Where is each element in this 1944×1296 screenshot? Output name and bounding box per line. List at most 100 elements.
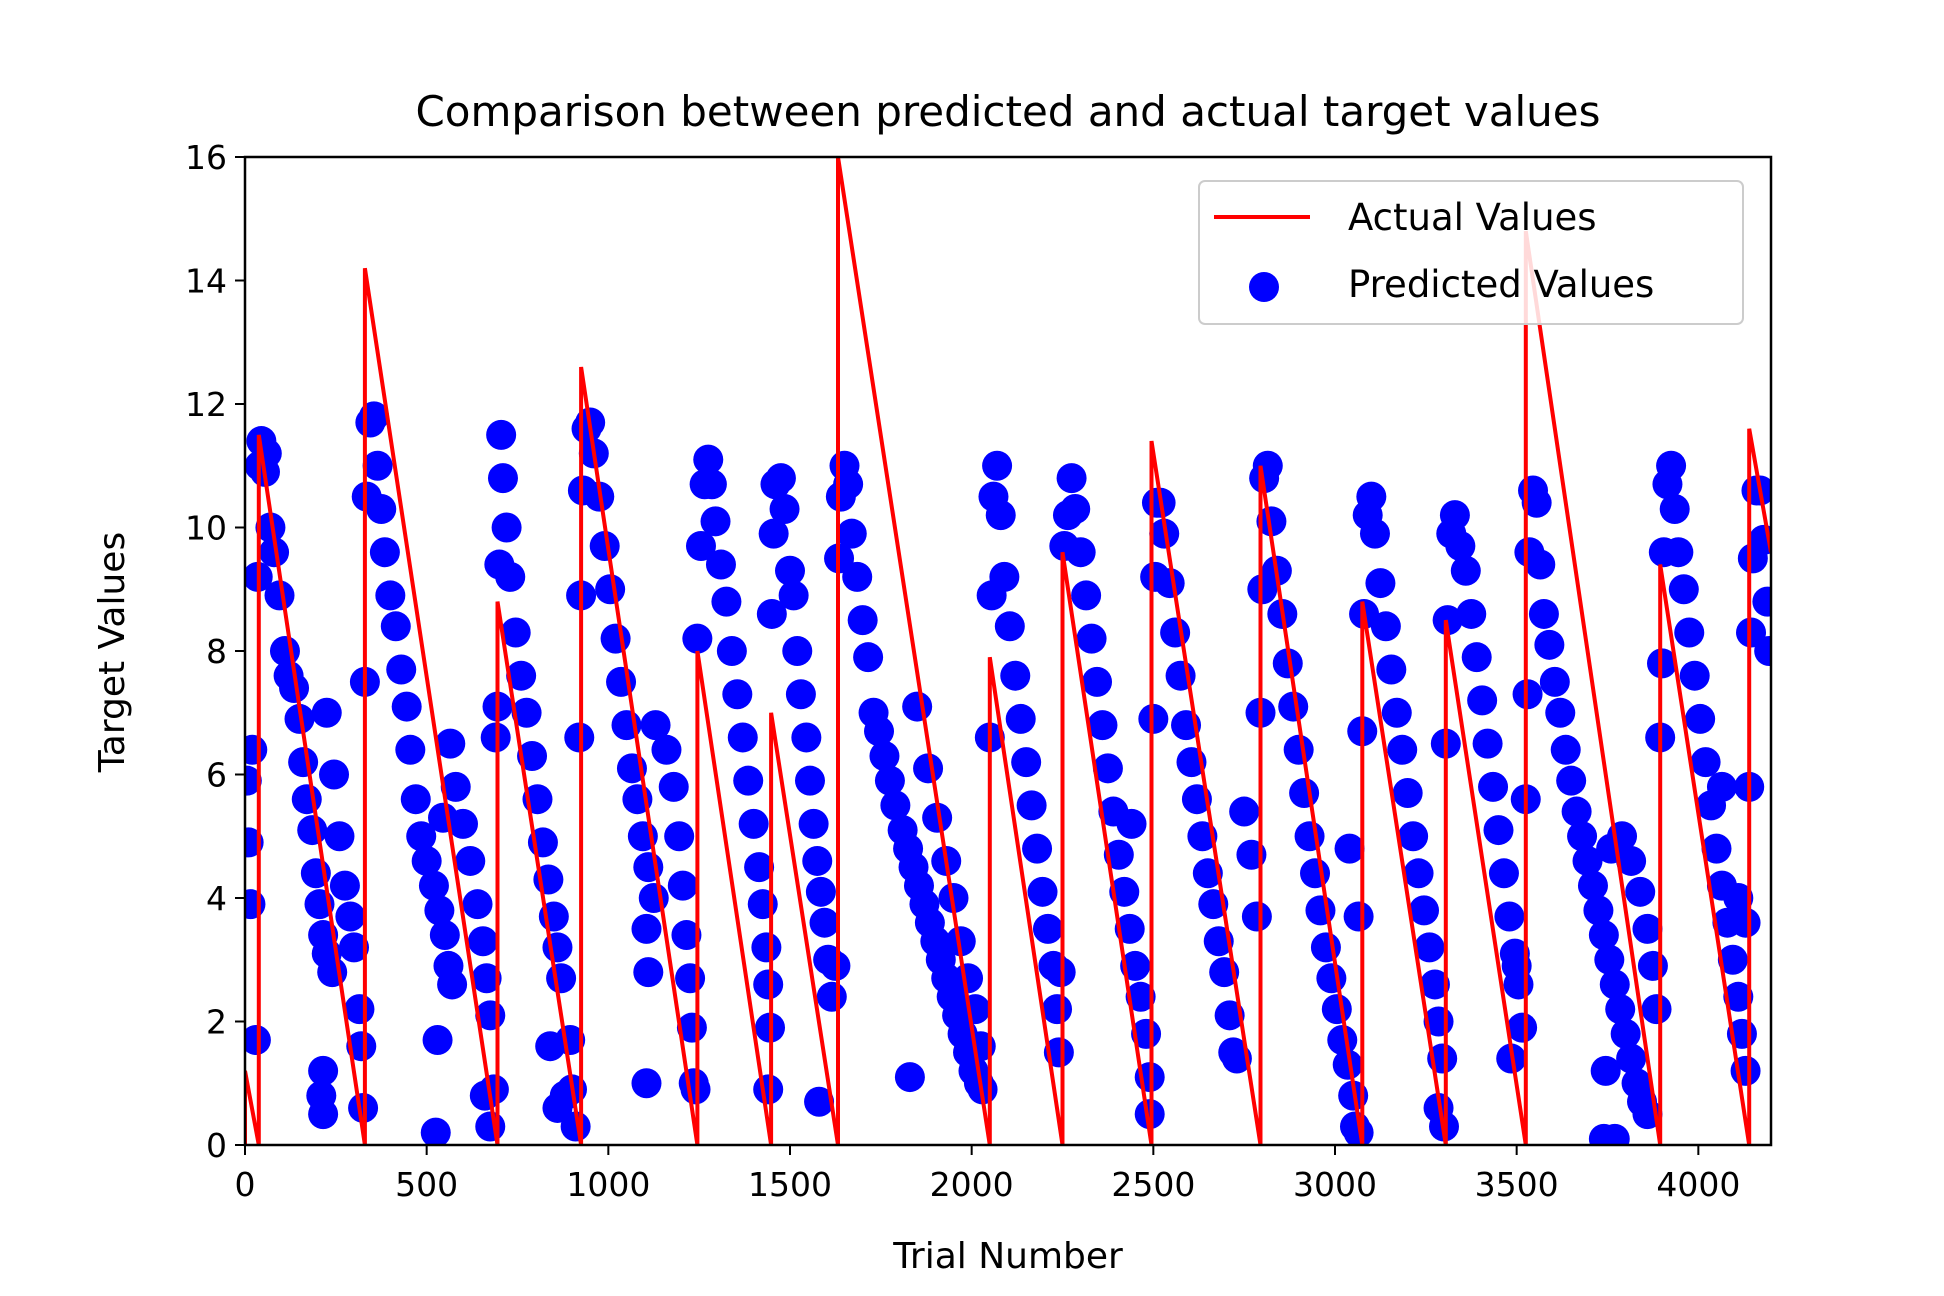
predicted-point — [631, 914, 661, 944]
predicted-point — [1642, 994, 1672, 1024]
predicted-point — [1625, 877, 1655, 907]
predicted-point — [1006, 704, 1036, 734]
predicted-point — [319, 760, 349, 790]
predicted-point — [419, 871, 449, 901]
predicted-point — [1071, 580, 1101, 610]
predicted-point — [733, 766, 763, 796]
predicted-point — [1478, 772, 1508, 802]
x-axis-label: Trial Number — [892, 1236, 1123, 1277]
predicted-point — [1656, 451, 1686, 481]
predicted-point — [492, 513, 522, 543]
predicted-point — [1000, 661, 1030, 691]
predicted-point — [751, 932, 781, 962]
predicted-point — [633, 957, 663, 987]
predicted-point — [739, 809, 769, 839]
predicted-point — [848, 605, 878, 635]
predicted-point — [1578, 871, 1608, 901]
chart-title: Comparison between predicted and actual … — [415, 87, 1600, 136]
predicted-point — [1289, 778, 1319, 808]
predicted-point — [1335, 834, 1365, 864]
predicted-point — [479, 1074, 509, 1104]
predicted-point — [386, 655, 416, 685]
predicted-point — [1489, 858, 1519, 888]
x-tick-label: 4000 — [1656, 1165, 1740, 1204]
predicted-point — [1507, 1013, 1537, 1043]
predicted-point — [639, 883, 669, 913]
predicted-point — [817, 982, 847, 1012]
predicted-point — [675, 963, 705, 993]
y-axis-label: Target Values — [92, 532, 133, 773]
predicted-point — [802, 846, 832, 876]
x-tick-label: 500 — [395, 1165, 458, 1204]
predicted-point — [728, 722, 758, 752]
predicted-point — [1057, 463, 1087, 493]
predicted-point — [682, 624, 712, 654]
predicted-point — [722, 679, 752, 709]
predicted-point — [1525, 550, 1555, 580]
predicted-point — [1451, 556, 1481, 586]
predicted-point — [1594, 945, 1624, 975]
predicted-point — [381, 611, 411, 641]
predicted-point — [748, 889, 778, 919]
predicted-point — [463, 889, 493, 919]
predicted-point — [1494, 902, 1524, 932]
y-tick-label: 14 — [185, 262, 227, 301]
predicted-point — [659, 772, 689, 802]
predicted-point — [312, 698, 342, 728]
predicted-point — [853, 642, 883, 672]
predicted-point — [806, 877, 836, 907]
predicted-point — [1556, 766, 1586, 796]
x-tick-label: 3500 — [1475, 1165, 1559, 1204]
x-tick-label: 3000 — [1293, 1165, 1377, 1204]
predicted-point — [1409, 895, 1439, 925]
predicted-point — [820, 951, 850, 981]
predicted-point — [1529, 599, 1559, 629]
predicted-point — [1360, 519, 1390, 549]
predicted-point — [1562, 797, 1592, 827]
predicted-point — [468, 926, 498, 956]
y-tick-label: 4 — [206, 879, 227, 918]
predicted-point — [1327, 1025, 1357, 1055]
legend-label-actual: Actual Values — [1348, 196, 1597, 239]
predicted-point — [1660, 494, 1690, 524]
predicted-point — [864, 716, 894, 746]
predicted-point — [902, 692, 932, 722]
predicted-point — [706, 550, 736, 580]
predicted-point — [375, 580, 405, 610]
x-tick-label: 0 — [235, 1165, 256, 1204]
predicted-point — [795, 766, 825, 796]
predicted-point — [1484, 815, 1514, 845]
predicted-point — [1066, 537, 1096, 567]
predicted-point — [701, 506, 731, 536]
y-tick-label: 16 — [185, 138, 227, 177]
predicted-point — [1077, 624, 1107, 654]
predicted-point — [842, 562, 872, 592]
y-tick-label: 8 — [206, 632, 227, 671]
predicted-point — [308, 1099, 338, 1129]
y-tick-label: 6 — [206, 756, 227, 795]
predicted-point — [542, 932, 572, 962]
predicted-point — [366, 494, 396, 524]
predicted-point — [1376, 655, 1406, 685]
x-tick-label: 2500 — [1111, 1165, 1195, 1204]
predicted-point — [1473, 729, 1503, 759]
y-tick-label: 10 — [185, 509, 227, 548]
predicted-point — [1638, 951, 1668, 981]
predicted-point — [651, 735, 681, 765]
predicted-point — [960, 994, 990, 1024]
predicted-point — [317, 957, 347, 987]
predicted-point — [1316, 963, 1346, 993]
predicted-point — [430, 920, 460, 950]
predicted-point — [1456, 599, 1486, 629]
predicted-point — [1011, 747, 1041, 777]
predicted-point — [1616, 1044, 1646, 1074]
predicted-point — [711, 587, 741, 617]
predicted-point — [288, 747, 318, 777]
predicted-point — [330, 871, 360, 901]
predicted-point — [1731, 908, 1761, 938]
predicted-point — [1311, 932, 1341, 962]
legend-label-predicted: Predicted Values — [1348, 263, 1654, 306]
predicted-point — [1060, 494, 1090, 524]
predicted-point — [1387, 735, 1417, 765]
predicted-point — [995, 611, 1025, 641]
